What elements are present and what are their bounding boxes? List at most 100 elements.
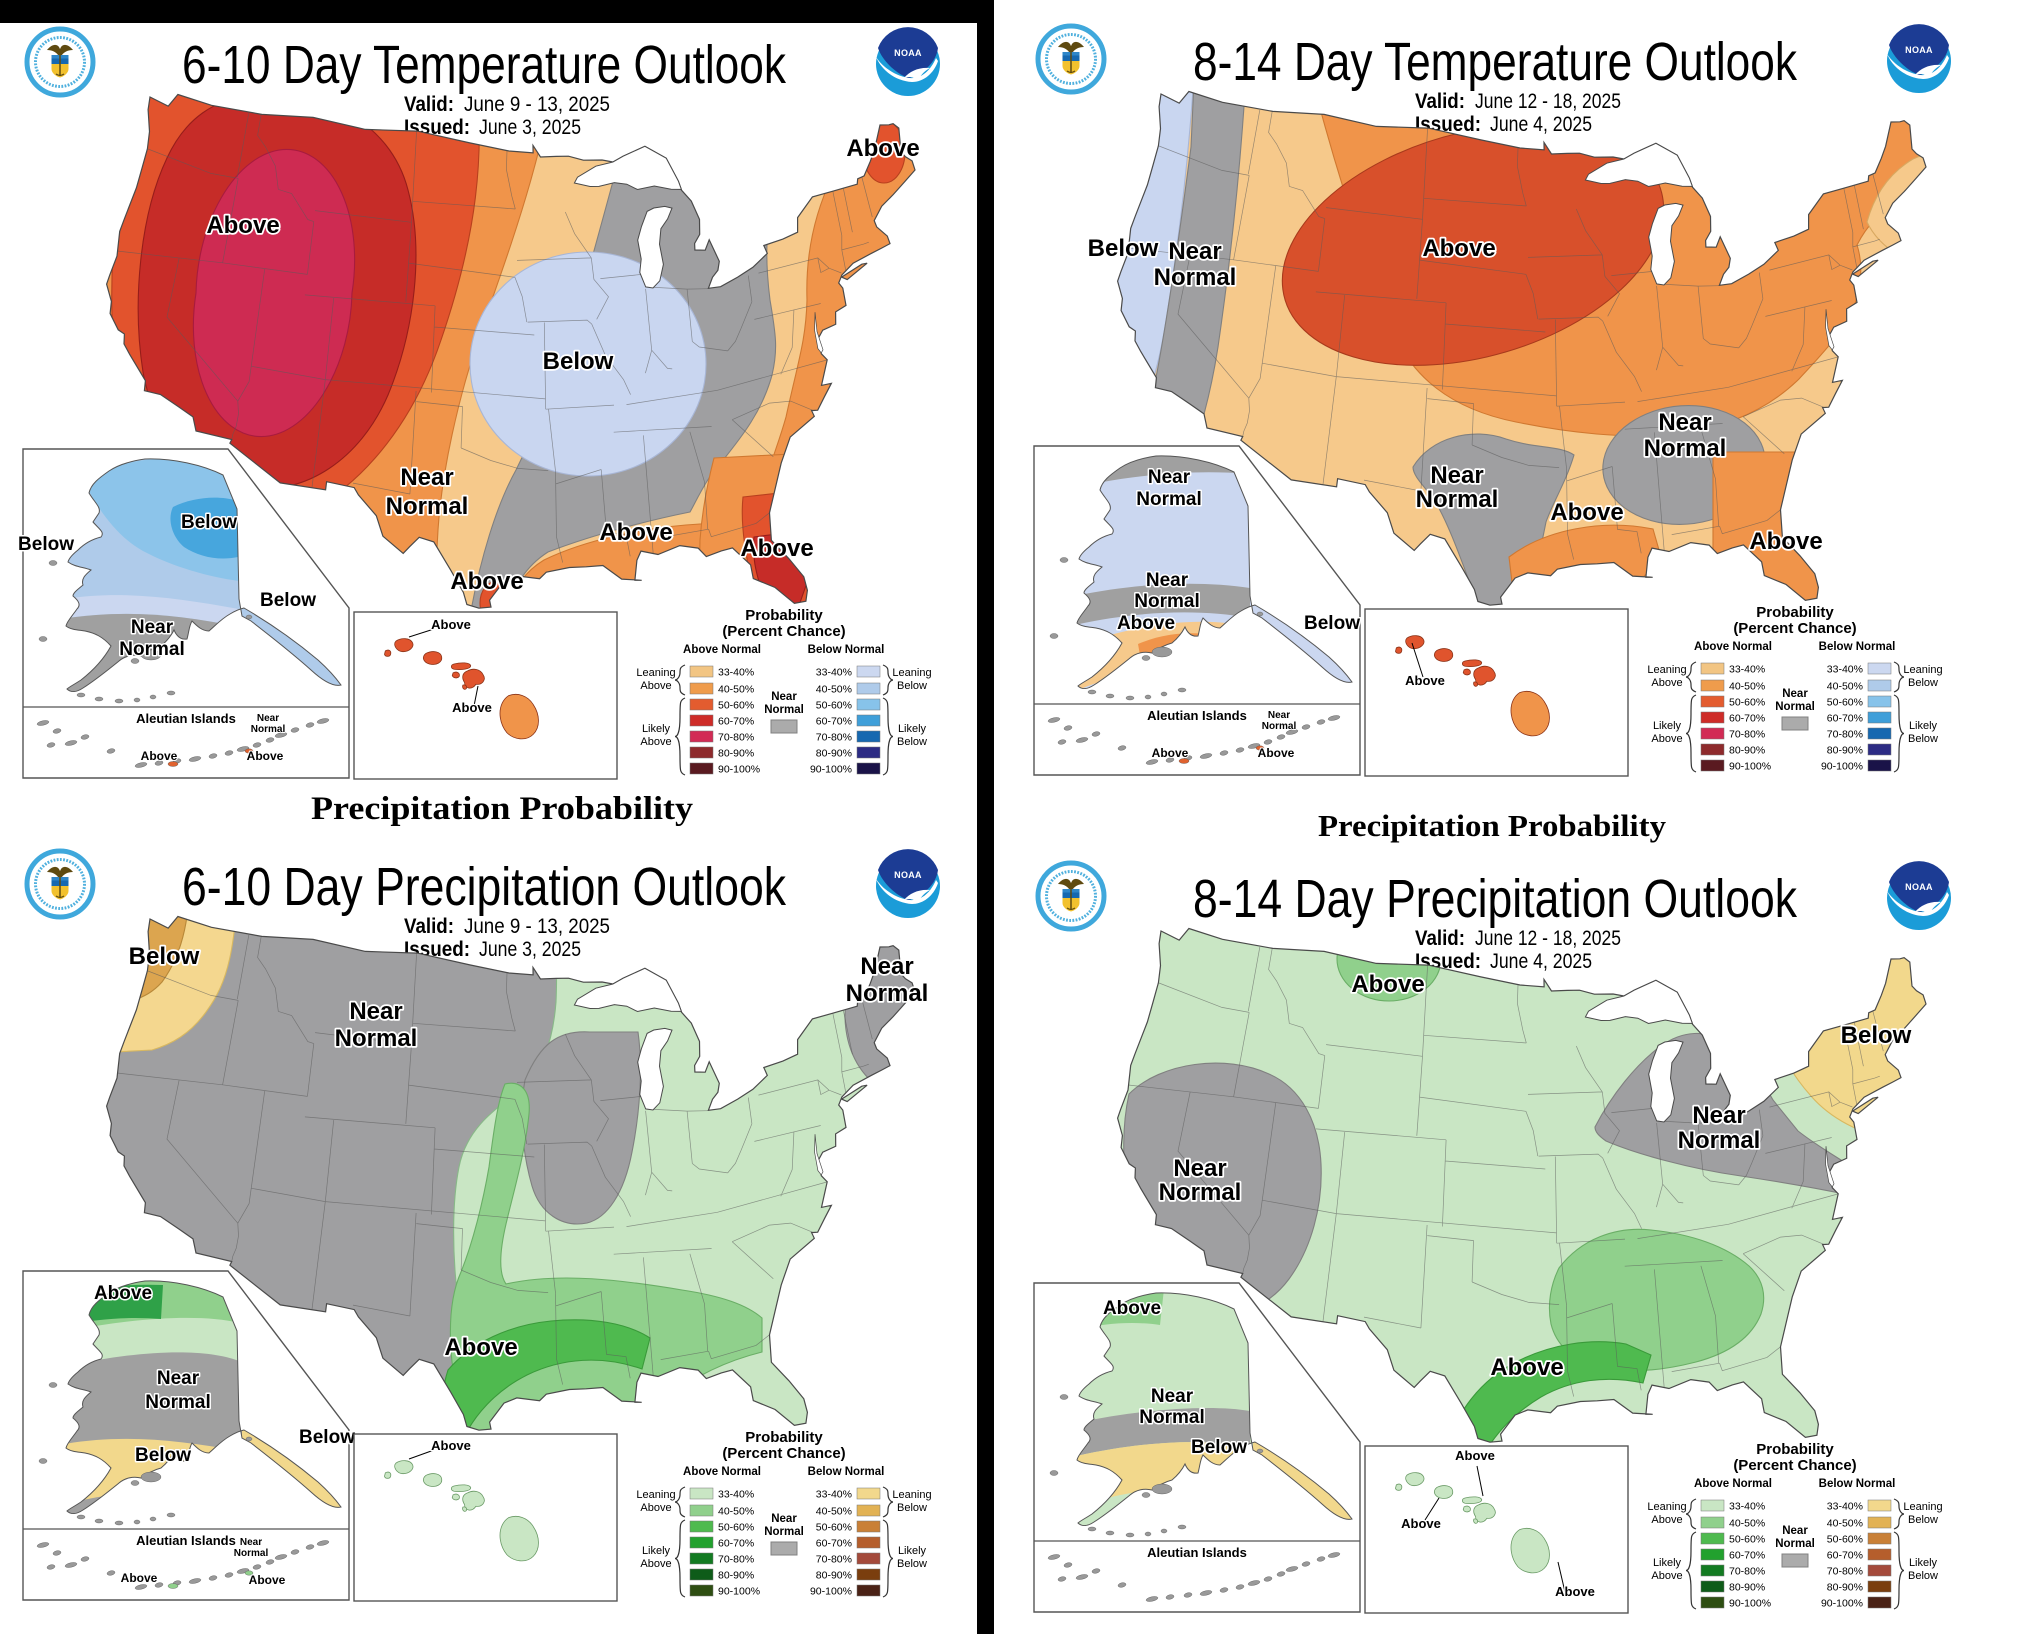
- svg-text:Below: Below: [129, 943, 200, 970]
- svg-text:50-60%: 50-60%: [718, 1522, 754, 1534]
- svg-text:Leaning: Leaning: [1903, 1501, 1942, 1513]
- svg-text:Near: Near: [1430, 462, 1483, 489]
- svg-text:Above Normal: Above Normal: [683, 644, 761, 656]
- svg-text:(Percent Chance): (Percent Chance): [722, 623, 845, 640]
- svg-text:Likely: Likely: [1653, 1557, 1682, 1569]
- svg-text:Leaning: Leaning: [636, 667, 675, 679]
- svg-text:Above: Above: [1405, 673, 1445, 688]
- svg-text:70-80%: 70-80%: [1827, 1566, 1863, 1578]
- svg-text:Normal: Normal: [251, 724, 286, 735]
- svg-text:Normal: Normal: [846, 980, 929, 1007]
- svg-text:Above: Above: [640, 1558, 671, 1570]
- svg-text:June 9 - 13, 2025: June 9 - 13, 2025: [464, 93, 610, 116]
- svg-text:Near: Near: [771, 1513, 797, 1525]
- svg-text:(Percent Chance): (Percent Chance): [1733, 620, 1856, 637]
- svg-text:NOAA: NOAA: [894, 870, 922, 880]
- svg-text:Above: Above: [247, 749, 284, 763]
- svg-text:Near: Near: [349, 998, 402, 1025]
- svg-text:Normal: Normal: [1644, 435, 1727, 462]
- svg-text:Above: Above: [1651, 1570, 1682, 1582]
- svg-text:70-80%: 70-80%: [816, 1554, 852, 1566]
- svg-text:33-40%: 33-40%: [1827, 1501, 1863, 1513]
- svg-text:Above Normal: Above Normal: [683, 1466, 761, 1478]
- svg-text:Near: Near: [240, 1537, 262, 1548]
- svg-text:60-70%: 60-70%: [1827, 1550, 1863, 1562]
- svg-text:Below: Below: [1841, 1022, 1912, 1049]
- svg-text:40-50%: 40-50%: [718, 1506, 754, 1518]
- svg-text:Above: Above: [1351, 971, 1424, 998]
- svg-text:Below: Below: [260, 590, 316, 611]
- svg-text:Near: Near: [157, 1368, 200, 1389]
- svg-text:Above: Above: [1555, 1584, 1595, 1599]
- svg-text:Normal: Normal: [386, 493, 469, 520]
- svg-text:Above: Above: [444, 1334, 517, 1361]
- svg-text:50-60%: 50-60%: [816, 1522, 852, 1534]
- svg-text:Normal: Normal: [335, 1025, 418, 1052]
- svg-text:Near: Near: [1151, 1386, 1194, 1407]
- svg-text:Near: Near: [1148, 467, 1191, 488]
- svg-text:(Percent Chance): (Percent Chance): [722, 1445, 845, 1462]
- svg-text:Normal: Normal: [1134, 591, 1199, 612]
- svg-text:Below: Below: [1908, 1514, 1938, 1526]
- svg-text:NOAA: NOAA: [1905, 882, 1933, 892]
- svg-text:90-100%: 90-100%: [718, 1586, 760, 1598]
- svg-text:Likely: Likely: [1909, 1557, 1938, 1569]
- svg-text:Above: Above: [1490, 1354, 1563, 1381]
- svg-text:Near: Near: [1146, 570, 1189, 591]
- svg-text:Normal: Normal: [1139, 1407, 1204, 1428]
- svg-text:50-60%: 50-60%: [1729, 697, 1765, 709]
- svg-text:Probability: Probability: [1756, 1441, 1834, 1458]
- svg-text:Normal: Normal: [764, 1526, 804, 1538]
- svg-text:Normal: Normal: [1136, 489, 1201, 510]
- svg-text:Above: Above: [846, 135, 919, 162]
- svg-text:Below: Below: [181, 512, 237, 533]
- svg-text:Above: Above: [450, 568, 523, 595]
- svg-text:Above: Above: [1651, 1514, 1682, 1526]
- svg-text:33-40%: 33-40%: [1729, 664, 1765, 676]
- svg-text:Precipitation Probability: Precipitation Probability: [311, 791, 694, 827]
- svg-text:Normal: Normal: [1416, 486, 1499, 513]
- svg-text:Above: Above: [599, 519, 672, 546]
- svg-text:Valid:: Valid:: [1415, 90, 1465, 113]
- svg-text:80-90%: 80-90%: [1729, 745, 1765, 757]
- svg-text:Likely: Likely: [1653, 720, 1682, 732]
- svg-text:80-90%: 80-90%: [718, 748, 754, 760]
- svg-text:NOAA: NOAA: [1905, 45, 1933, 55]
- svg-text:Aleutian Islands: Aleutian Islands: [1147, 1545, 1247, 1560]
- svg-text:June 3, 2025: June 3, 2025: [479, 116, 581, 139]
- svg-text:Normal: Normal: [119, 639, 184, 660]
- svg-text:Leaning: Leaning: [1647, 1501, 1686, 1513]
- svg-text:June 9 - 13, 2025: June 9 - 13, 2025: [464, 915, 610, 938]
- svg-text:(Percent Chance): (Percent Chance): [1733, 1457, 1856, 1474]
- svg-text:8-14 Day Precipitation Outlook: 8-14 Day Precipitation Outlook: [1193, 869, 1798, 929]
- svg-text:Near: Near: [771, 691, 797, 703]
- svg-text:90-100%: 90-100%: [1821, 761, 1863, 773]
- svg-text:Normal: Normal: [1775, 701, 1815, 713]
- svg-text:Below Normal: Below Normal: [808, 644, 885, 656]
- svg-text:Normal: Normal: [1775, 1538, 1815, 1550]
- svg-text:Likely: Likely: [1909, 720, 1938, 732]
- svg-text:Normal: Normal: [145, 1392, 210, 1413]
- svg-text:Near: Near: [1658, 409, 1711, 436]
- svg-text:90-100%: 90-100%: [1729, 761, 1771, 773]
- svg-text:Normal: Normal: [1154, 264, 1237, 291]
- svg-text:40-50%: 40-50%: [718, 684, 754, 696]
- svg-text:Probability: Probability: [745, 607, 823, 624]
- svg-text:70-80%: 70-80%: [718, 1554, 754, 1566]
- svg-text:50-60%: 50-60%: [1729, 1534, 1765, 1546]
- svg-text:Below: Below: [897, 1558, 927, 1570]
- svg-text:Above Normal: Above Normal: [1694, 641, 1772, 653]
- svg-text:80-90%: 80-90%: [1827, 745, 1863, 757]
- svg-text:June 4, 2025: June 4, 2025: [1490, 950, 1592, 973]
- svg-text:Above: Above: [431, 617, 471, 632]
- svg-text:Aleutian Islands: Aleutian Islands: [136, 1533, 236, 1548]
- svg-text:Leaning: Leaning: [892, 667, 931, 679]
- svg-text:60-70%: 60-70%: [718, 1538, 754, 1550]
- svg-text:Below: Below: [299, 1427, 355, 1448]
- svg-text:Above Normal: Above Normal: [1694, 1478, 1772, 1490]
- svg-text:Aleutian Islands: Aleutian Islands: [1147, 708, 1247, 723]
- svg-text:Above: Above: [452, 700, 492, 715]
- svg-text:Below: Below: [897, 1502, 927, 1514]
- svg-text:Above: Above: [1455, 1448, 1495, 1463]
- svg-text:80-90%: 80-90%: [718, 1570, 754, 1582]
